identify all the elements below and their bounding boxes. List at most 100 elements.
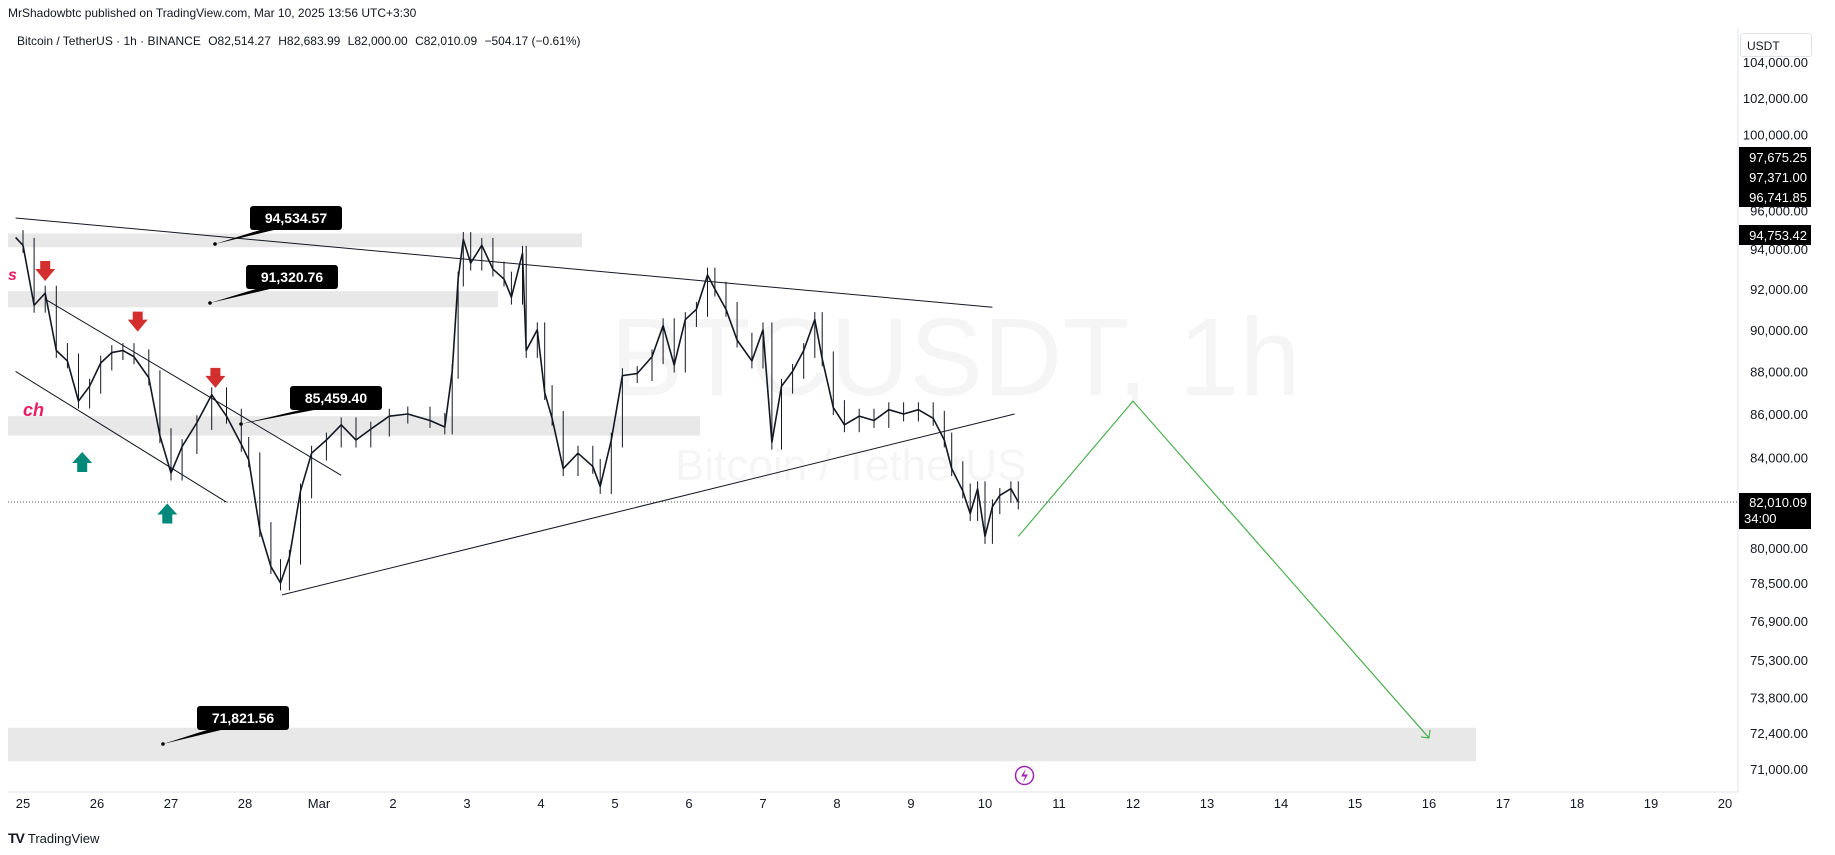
zones bbox=[8, 233, 1740, 762]
price-tick-label: 102,000.00 bbox=[1743, 91, 1808, 106]
time-tick-label: 14 bbox=[1274, 796, 1288, 811]
time-tick-label: 5 bbox=[611, 796, 618, 811]
price-tick-label: 84,000.00 bbox=[1750, 451, 1808, 466]
down-arrow-icon[interactable] bbox=[205, 367, 226, 388]
price-tick-label: 90,000.00 bbox=[1750, 323, 1808, 338]
price-callout[interactable]: 94,534.57 bbox=[213, 206, 342, 246]
time-tick-label: 27 bbox=[164, 796, 178, 811]
time-tick-label: 3 bbox=[463, 796, 470, 811]
zone-0 bbox=[8, 233, 582, 248]
watermark: BTCUSDT, 1h Bitcoin / TetherUS bbox=[610, 296, 1301, 490]
watermark-sub: Bitcoin / TetherUS bbox=[675, 441, 1026, 490]
price-badge: 97,675.25 bbox=[1739, 147, 1811, 167]
price-tick-label: 96,000.00 bbox=[1750, 203, 1808, 218]
callout-label: 94,534.57 bbox=[265, 210, 327, 226]
change-value: −504.17 (−0.61%) bbox=[484, 34, 581, 48]
trendline-channel-top[interactable] bbox=[44, 298, 342, 476]
time-tick-label: 20 bbox=[1718, 796, 1732, 811]
price-series bbox=[15, 230, 1019, 591]
watermark-main: BTCUSDT, 1h bbox=[610, 296, 1301, 419]
projection-path[interactable] bbox=[1017, 400, 1430, 739]
price-badge-label: 96,741.85 bbox=[1749, 190, 1807, 205]
price-callout[interactable]: 71,821.56 bbox=[161, 706, 289, 746]
text-fragment-ch: ch bbox=[23, 400, 44, 420]
publisher-header: MrShadowbtc published on TradingView.com… bbox=[8, 6, 417, 20]
price-callout[interactable]: 91,320.76 bbox=[208, 265, 338, 305]
price-tick-label: 100,000.00 bbox=[1743, 128, 1808, 143]
trendline-lower[interactable] bbox=[281, 413, 1015, 596]
bar-countdown: 34:00 bbox=[1744, 511, 1777, 526]
price-axis[interactable]: 104,000.00102,000.00100,000.0096,000.009… bbox=[1743, 55, 1808, 777]
price-badge: 94,753.42 bbox=[1739, 225, 1811, 245]
low-value: L82,000.00 bbox=[347, 34, 408, 48]
time-tick-label: 26 bbox=[90, 796, 104, 811]
time-tick-label: 9 bbox=[907, 796, 914, 811]
zone-3 bbox=[8, 727, 1476, 762]
high-value: H82,683.99 bbox=[278, 34, 341, 48]
time-tick-label: 12 bbox=[1126, 796, 1140, 811]
zone-1 bbox=[8, 291, 498, 308]
time-tick-label: 8 bbox=[833, 796, 840, 811]
time-tick-label: 17 bbox=[1496, 796, 1510, 811]
price-callout[interactable]: 85,459.40 bbox=[239, 386, 382, 426]
price-tick-label: 94,000.00 bbox=[1750, 242, 1808, 257]
price-badge-label: 97,371.00 bbox=[1749, 170, 1807, 185]
price-tick-label: 88,000.00 bbox=[1750, 364, 1808, 379]
close-value: C82,010.09 bbox=[415, 34, 478, 48]
time-tick-label: 2 bbox=[389, 796, 396, 811]
callout-label: 91,320.76 bbox=[261, 269, 323, 285]
tradingview-logo-icon: TV bbox=[8, 830, 25, 846]
price-tick-label: 71,000.00 bbox=[1750, 762, 1808, 777]
price-badge-label: 97,675.25 bbox=[1749, 150, 1807, 165]
callouts: 94,534.57 91,320.76 85,459.40 71,821.56 bbox=[161, 206, 382, 746]
time-tick-label: 28 bbox=[238, 796, 252, 811]
symbol-info: Bitcoin / TetherUS · 1h · BINANCE O82,51… bbox=[17, 34, 585, 48]
price-badge-label: 94,753.42 bbox=[1749, 228, 1807, 243]
price-badge: 96,741.85 bbox=[1739, 187, 1811, 207]
current-price-label: 82,010.09 bbox=[1749, 495, 1807, 510]
time-tick-label: 19 bbox=[1644, 796, 1658, 811]
time-tick-label: 7 bbox=[759, 796, 766, 811]
markers bbox=[35, 261, 226, 524]
down-arrow-icon[interactable] bbox=[35, 261, 56, 282]
projection-arrowhead bbox=[1420, 729, 1431, 739]
text-fragments: s ch bbox=[8, 267, 44, 420]
lightning-icon[interactable] bbox=[1014, 765, 1035, 786]
price-tick-label: 78,500.00 bbox=[1750, 576, 1808, 591]
price-tick-label: 86,000.00 bbox=[1750, 407, 1808, 422]
price-tick-label: 104,000.00 bbox=[1743, 55, 1808, 70]
up-arrow-icon[interactable] bbox=[157, 503, 178, 524]
symbol-name[interactable]: Bitcoin / TetherUS · 1h · BINANCE bbox=[17, 34, 201, 48]
time-tick-label: 11 bbox=[1052, 796, 1066, 811]
trendlines bbox=[15, 217, 1431, 739]
text-fragment-s: s bbox=[8, 267, 17, 284]
currency-selector[interactable]: USDT bbox=[1740, 33, 1812, 57]
time-axis[interactable]: 25 26 27 28 Mar 2 3 4 5 6 7 8 9 10 11 12 13 14 15 16 17 18 19 2… bbox=[16, 796, 1732, 811]
up-arrow-icon[interactable] bbox=[72, 451, 93, 472]
callout-label: 85,459.40 bbox=[305, 390, 367, 406]
price-line[interactable] bbox=[15, 236, 1019, 584]
time-tick-label: 6 bbox=[685, 796, 692, 811]
time-tick-label: Mar bbox=[308, 796, 331, 811]
time-tick-label: 16 bbox=[1422, 796, 1436, 811]
price-badges: 97,675.25 97,371.00 96,741.85 94,753.42 82,0… bbox=[8, 28, 1811, 793]
open-value: O82,514.27 bbox=[208, 34, 271, 48]
price-tick-label: 92,000.00 bbox=[1750, 282, 1808, 297]
zone-2 bbox=[8, 416, 700, 436]
time-tick-label: 13 bbox=[1200, 796, 1214, 811]
time-tick-label: 15 bbox=[1348, 796, 1362, 811]
time-tick-label: 25 bbox=[16, 796, 30, 811]
tradingview-logo[interactable]: TV TradingView bbox=[8, 830, 99, 846]
time-tick-label: 4 bbox=[537, 796, 544, 811]
callout-label: 71,821.56 bbox=[212, 710, 274, 726]
down-arrow-icon[interactable] bbox=[127, 311, 148, 332]
price-tick-label: 75,300.00 bbox=[1750, 653, 1808, 668]
price-badge: 97,371.00 bbox=[1739, 167, 1811, 187]
trendline-channel-bottom[interactable] bbox=[15, 370, 227, 503]
time-tick-label: 18 bbox=[1570, 796, 1584, 811]
time-tick-label: 10 bbox=[978, 796, 992, 811]
tradingview-logo-text: TradingView bbox=[27, 830, 100, 846]
price-tick-label: 80,000.00 bbox=[1750, 541, 1808, 556]
